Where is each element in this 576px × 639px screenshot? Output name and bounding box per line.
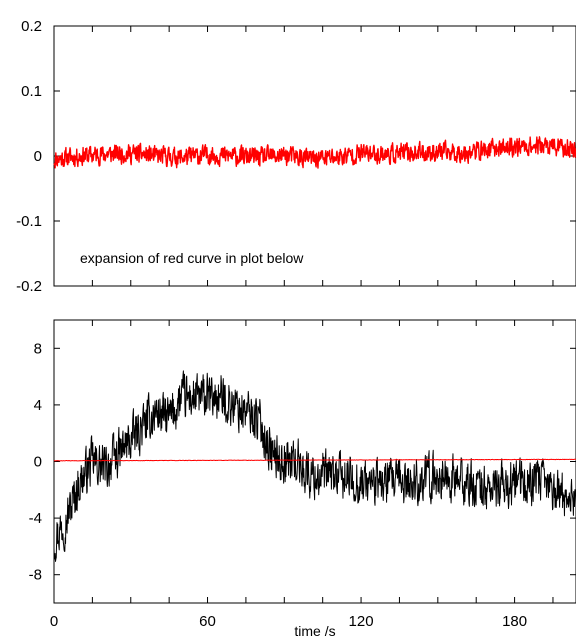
top-x-ticks bbox=[53, 26, 554, 286]
bottom-panel: 8 4 0 -4 -8 0 60 120 180 time /s bbox=[29, 319, 576, 639]
bottom-series-group bbox=[53, 370, 576, 562]
y-tick-label: -0.1 bbox=[16, 213, 42, 230]
y-tick-label: 0 bbox=[34, 148, 42, 165]
x-axis-title: time /s bbox=[294, 623, 335, 639]
black-series-line bbox=[53, 370, 576, 562]
x-tick-label: 180 bbox=[502, 613, 527, 630]
y-tick-label: -4 bbox=[29, 510, 42, 527]
y-tick-label: 0.1 bbox=[21, 83, 42, 100]
y-tick-label: 0.2 bbox=[21, 18, 42, 35]
bottom-panel-frame bbox=[53, 319, 576, 604]
x-tick-label: 0 bbox=[50, 613, 58, 630]
y-tick-label: 4 bbox=[34, 397, 42, 414]
y-tick-label: 8 bbox=[34, 340, 42, 357]
y-tick-label: 0 bbox=[34, 454, 42, 471]
y-tick-label: -0.2 bbox=[16, 278, 42, 295]
top-series-group bbox=[53, 136, 576, 169]
bottom-y-axis: 8 4 0 -4 -8 bbox=[29, 340, 576, 584]
top-annotation: expansion of red curve in plot below bbox=[80, 250, 304, 266]
y-tick-label: -8 bbox=[29, 567, 42, 584]
top-panel: 0.2 0.1 0 -0.1 -0.2 expansion of red curve i… bbox=[16, 18, 576, 295]
red-series-line bbox=[53, 458, 576, 462]
top-y-axis: 0.2 0.1 0 -0.1 -0.2 bbox=[16, 18, 576, 295]
x-tick-label: 120 bbox=[349, 613, 374, 630]
red-series-line bbox=[53, 136, 576, 169]
bottom-x-axis: 0 60 120 180 bbox=[50, 320, 554, 630]
x-tick-label: 60 bbox=[199, 613, 216, 630]
